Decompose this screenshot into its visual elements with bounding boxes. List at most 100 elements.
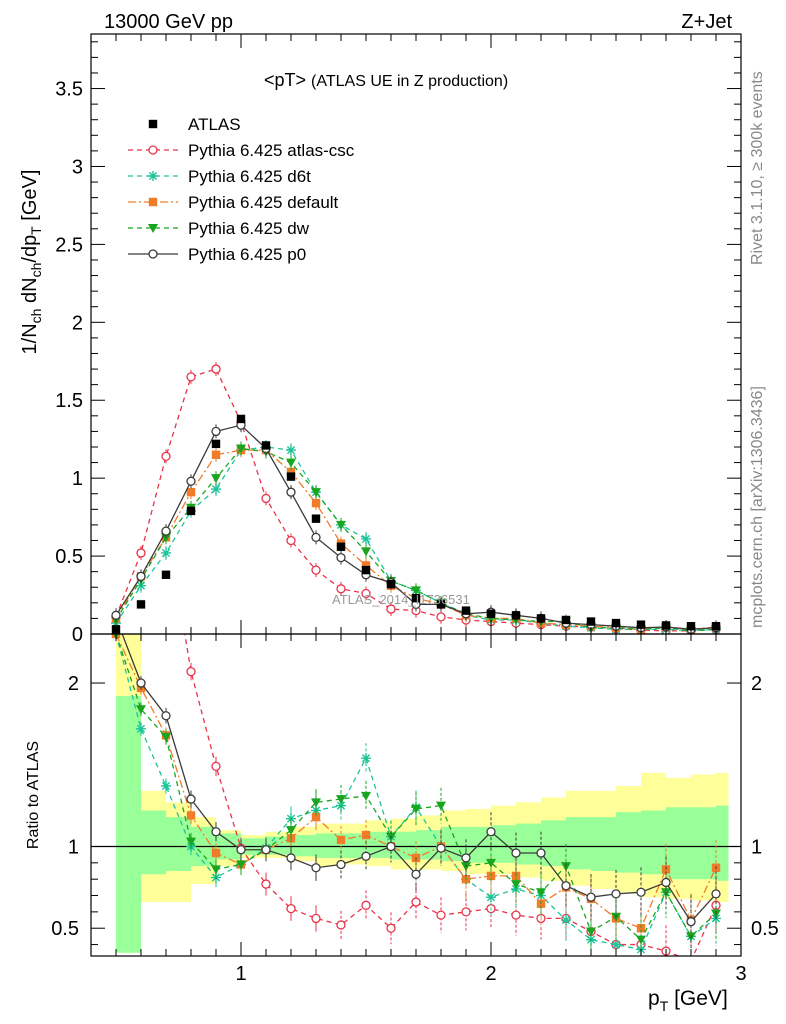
data-point-atlas: [186, 506, 196, 516]
data-point-pythia-6-425-dw: [361, 547, 371, 557]
data-point-pythia-6-425-default: [361, 561, 371, 570]
ratio-point-pythia-6-425-dw: [561, 862, 571, 872]
data-point-atlas: [211, 439, 221, 449]
band-green: [541, 820, 566, 867]
data-point-atlas: [511, 611, 521, 620]
data-point-pythia-6-425-atlas-csc: [436, 612, 446, 622]
ratio-point-pythia-6-425-dw: [136, 705, 146, 715]
ratio-point-pythia-6-425-p0: [686, 917, 696, 927]
ratio-point-pythia-6-425-dw: [311, 798, 321, 808]
y-tick-label: 3.5: [55, 79, 83, 101]
data-point-pythia-6-425-atlas-csc: [211, 364, 221, 374]
data-point-pythia-6-425-d6t: [161, 547, 171, 558]
ratio-point-pythia-6-425-p0: [161, 711, 171, 721]
ratio-point-pythia-6-425-atlas-csc: [311, 913, 321, 924]
data-point-pythia-6-425-default: [186, 487, 196, 497]
data-point-pythia-6-425-default: [211, 450, 221, 459]
data-point-atlas: [436, 600, 446, 609]
data-point-atlas: [711, 622, 721, 631]
data-point-pythia-6-425-d6t: [286, 445, 296, 456]
axis-ticks: 1 2 3 0 0.5 1 1.5 2 2.5 3 3.5 0.5 0.5 1 1 2 2: [51, 34, 779, 985]
ratio-y-tick-label-right: 2: [751, 673, 762, 695]
ratio-point-pythia-6-425-atlas-csc: [261, 879, 271, 889]
ratio-point-pythia-6-425-atlas-csc: [386, 923, 396, 933]
ratio-point-pythia-6-425-atlas-csc: [461, 907, 471, 917]
band-green: [716, 805, 729, 881]
ratio-point-pythia-6-425-dw: [236, 860, 246, 870]
ratio-point-pythia-6-425-atlas-csc: [436, 910, 446, 920]
data-point-atlas: [561, 615, 571, 625]
ratio-point-pythia-6-425-p0: [136, 678, 146, 688]
ratio-point-pythia-6-425-atlas-csc: [511, 910, 521, 920]
ratio-point-pythia-6-425-p0: [311, 863, 321, 873]
ratio-point-pythia-6-425-atlas-csc: [112, 352, 120, 360]
ratio-point-pythia-6-425-p0: [411, 869, 421, 879]
data-point-pythia-6-425-p0: [161, 526, 171, 536]
ratio-point-pythia-6-425-atlas-csc: [211, 761, 221, 772]
data-point-atlas: [661, 621, 671, 630]
ratio-point-pythia-6-425-default: [636, 924, 646, 933]
ratio-point-pythia-6-425-dw: [411, 804, 421, 814]
ratio-point-pythia-6-425-default: [361, 830, 371, 840]
data-point-pythia-6-425-dw: [411, 586, 421, 596]
data-point-pythia-6-425-dw: [311, 488, 321, 498]
band-green: [116, 696, 141, 953]
ratio-point-pythia-6-425-default: [311, 812, 321, 822]
data-point-atlas: [586, 617, 596, 626]
ratio-y-tick-label-right: 1: [751, 836, 762, 858]
ratio-point-pythia-6-425-d6t: [361, 753, 371, 764]
main-y-axis-label: 1/Nch dNch/dpT [GeV]: [19, 170, 44, 355]
data-point-pythia-6-425-atlas-csc: [336, 584, 346, 594]
ratio-point-pythia-6-425-d6t: [486, 892, 496, 903]
ratio-point-pythia-6-425-p0: [361, 851, 371, 861]
data-point-atlas: [636, 620, 646, 629]
data-point-pythia-6-425-p0: [286, 487, 296, 497]
legend-marker-atlas: [148, 119, 158, 129]
ratio-point-pythia-6-425-p0: [336, 859, 346, 870]
mcplots-label: mcplots.cern.ch [arXiv:1306.3436]: [749, 386, 766, 628]
ratio-point-pythia-6-425-default: [336, 835, 346, 845]
band-green: [591, 817, 616, 872]
y-tick-label: 1.5: [55, 390, 83, 412]
data-point-atlas: [161, 570, 171, 579]
y-tick-label: 3: [72, 156, 83, 178]
ratio-point-pythia-6-425-p0: [436, 843, 446, 853]
data-point-pythia-6-425-p0: [211, 426, 221, 437]
y-tick-label: 0.5: [55, 546, 83, 568]
ratio-point-pythia-6-425-dw: [211, 865, 221, 875]
data-point-atlas: [336, 542, 346, 551]
ratio-point-pythia-6-425-p0: [511, 848, 521, 858]
data-point-pythia-6-425-atlas-csc: [186, 372, 196, 382]
analysis-watermark: ATLAS_2014_I1736531: [332, 592, 470, 607]
data-point-atlas: [461, 606, 471, 615]
ratio-point-pythia-6-425-atlas-csc: [336, 920, 346, 930]
legend-label-pythia-6-425-p0: Pythia 6.425 p0: [188, 245, 306, 264]
ratio-plot-series: [111, 352, 721, 956]
data-point-pythia-6-425-p0: [186, 476, 196, 486]
ratio-point-pythia-6-425-atlas-csc: [162, 516, 170, 524]
data-point-atlas: [386, 579, 396, 589]
ratio-y-axis-label: Ratio to ATLAS: [25, 741, 42, 849]
data-point-atlas: [611, 618, 621, 628]
ratio-point-pythia-6-425-p0: [386, 841, 396, 852]
data-point-pythia-6-425-atlas-csc: [361, 588, 371, 599]
data-point-pythia-6-425-default: [311, 498, 321, 508]
data-point-atlas: [136, 600, 146, 609]
legend-marker-pythia-6-425-d6t: [148, 171, 158, 181]
ratio-point-pythia-6-425-atlas-csc: [361, 900, 371, 910]
ratio-point-pythia-6-425-dw: [161, 732, 171, 742]
data-point-pythia-6-425-dw: [336, 520, 346, 530]
band-green: [641, 810, 666, 875]
data-point-atlas: [411, 593, 421, 603]
ratio-point-pythia-6-425-dw: [586, 927, 596, 937]
ratio-point-pythia-6-425-p0: [586, 892, 596, 902]
ratio-point-pythia-6-425-p0: [286, 853, 296, 863]
ratio-point-pythia-6-425-p0: [186, 794, 196, 804]
ratio-point-pythia-6-425-d6t: [136, 723, 146, 734]
legend-label-pythia-6-425-dw: Pythia 6.425 dw: [188, 219, 310, 238]
legend-marker-pythia-6-425-dw: [148, 224, 158, 233]
data-point-pythia-6-425-p0: [336, 552, 346, 563]
ratio-point-pythia-6-425-p0: [711, 889, 721, 899]
y-tick-label: 1: [72, 468, 83, 490]
data-point-atlas: [236, 414, 246, 424]
